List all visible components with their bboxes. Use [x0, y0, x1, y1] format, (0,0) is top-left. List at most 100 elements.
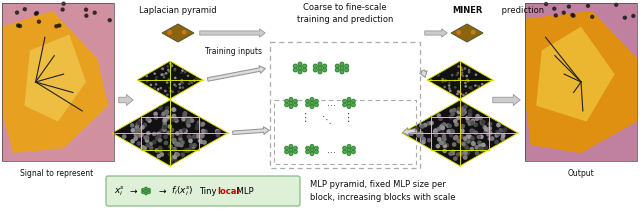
Circle shape — [469, 128, 474, 133]
Circle shape — [188, 138, 193, 143]
Circle shape — [463, 104, 468, 109]
Circle shape — [460, 66, 463, 69]
Circle shape — [174, 142, 179, 147]
Circle shape — [460, 112, 465, 117]
Circle shape — [318, 62, 322, 66]
Circle shape — [161, 73, 164, 76]
Circle shape — [173, 68, 176, 71]
Circle shape — [180, 82, 183, 85]
Circle shape — [192, 134, 196, 139]
Circle shape — [419, 124, 424, 128]
Circle shape — [289, 105, 292, 108]
Circle shape — [154, 115, 159, 120]
Circle shape — [437, 137, 442, 142]
Circle shape — [158, 106, 163, 110]
Circle shape — [168, 70, 170, 73]
Circle shape — [417, 132, 422, 137]
Circle shape — [285, 103, 289, 106]
Circle shape — [167, 69, 170, 71]
Circle shape — [343, 150, 346, 154]
Circle shape — [461, 107, 467, 112]
Circle shape — [165, 106, 170, 110]
Circle shape — [197, 78, 200, 81]
Circle shape — [178, 142, 182, 147]
Circle shape — [442, 137, 447, 141]
Circle shape — [474, 84, 477, 87]
Text: $x_i^s$: $x_i^s$ — [114, 184, 125, 198]
Circle shape — [180, 71, 183, 74]
Circle shape — [451, 74, 454, 76]
Circle shape — [188, 136, 193, 141]
Circle shape — [449, 89, 452, 92]
Circle shape — [456, 73, 458, 76]
Circle shape — [180, 152, 185, 157]
Circle shape — [155, 83, 157, 86]
Circle shape — [166, 81, 168, 84]
Circle shape — [172, 147, 177, 151]
Circle shape — [61, 8, 64, 11]
Circle shape — [165, 72, 168, 75]
Circle shape — [416, 133, 421, 138]
Circle shape — [465, 116, 470, 120]
Polygon shape — [112, 100, 228, 166]
Circle shape — [169, 62, 172, 65]
Circle shape — [180, 140, 185, 145]
Circle shape — [190, 81, 193, 84]
Circle shape — [468, 109, 472, 114]
Circle shape — [494, 133, 499, 138]
Circle shape — [195, 123, 200, 128]
Circle shape — [148, 189, 150, 191]
Circle shape — [162, 125, 166, 130]
Circle shape — [478, 144, 483, 149]
Circle shape — [172, 138, 177, 142]
Circle shape — [198, 138, 202, 143]
Circle shape — [177, 90, 180, 93]
Circle shape — [168, 116, 173, 120]
Circle shape — [215, 129, 220, 134]
Circle shape — [298, 66, 302, 70]
Circle shape — [456, 152, 460, 157]
Circle shape — [463, 150, 467, 155]
Circle shape — [147, 118, 152, 123]
Circle shape — [181, 69, 184, 72]
Circle shape — [294, 68, 297, 72]
Circle shape — [340, 62, 344, 66]
Circle shape — [58, 24, 61, 27]
Circle shape — [157, 154, 161, 158]
Circle shape — [55, 25, 58, 28]
Circle shape — [465, 145, 469, 150]
Circle shape — [166, 65, 169, 68]
Bar — [2, 3, 114, 161]
Circle shape — [174, 77, 177, 79]
Circle shape — [335, 68, 339, 72]
Circle shape — [467, 80, 470, 83]
Circle shape — [470, 136, 475, 141]
Circle shape — [130, 123, 134, 128]
Circle shape — [444, 79, 447, 82]
Circle shape — [161, 73, 163, 76]
Circle shape — [306, 147, 309, 150]
Circle shape — [178, 137, 182, 141]
Circle shape — [454, 79, 456, 82]
Circle shape — [146, 80, 148, 82]
Circle shape — [495, 130, 500, 135]
Circle shape — [289, 98, 292, 101]
Circle shape — [483, 125, 487, 130]
Circle shape — [436, 113, 441, 118]
Circle shape — [486, 132, 491, 137]
Circle shape — [487, 130, 492, 135]
Circle shape — [294, 99, 297, 103]
Circle shape — [93, 11, 96, 14]
Circle shape — [456, 116, 461, 120]
Circle shape — [152, 132, 157, 136]
Circle shape — [145, 143, 150, 148]
Circle shape — [465, 150, 469, 155]
Circle shape — [134, 130, 139, 135]
Circle shape — [449, 115, 453, 119]
Circle shape — [134, 125, 139, 130]
Circle shape — [164, 90, 166, 92]
Polygon shape — [525, 11, 637, 153]
Circle shape — [298, 70, 302, 74]
Circle shape — [427, 138, 431, 142]
Circle shape — [156, 131, 161, 136]
